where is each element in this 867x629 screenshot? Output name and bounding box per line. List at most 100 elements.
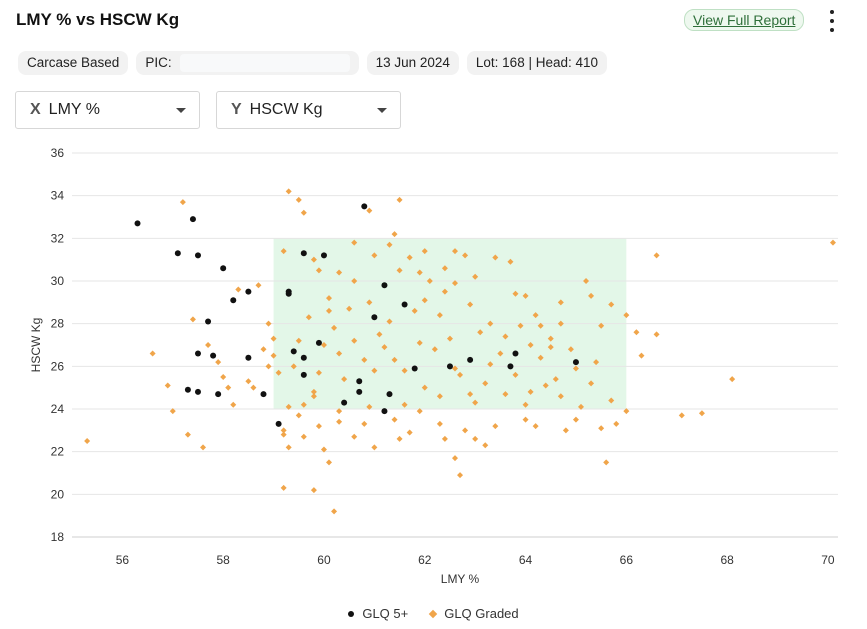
graded-point[interactable] xyxy=(290,363,297,370)
graded-point[interactable] xyxy=(446,335,453,342)
graded-point[interactable] xyxy=(184,431,191,438)
graded-point[interactable] xyxy=(366,207,373,214)
graded-point[interactable] xyxy=(386,318,393,325)
graded-point[interactable] xyxy=(320,446,327,453)
graded-point[interactable] xyxy=(426,278,433,284)
graded-point[interactable] xyxy=(557,299,564,306)
graded-point[interactable] xyxy=(280,484,287,491)
graded-point[interactable] xyxy=(351,433,358,440)
glq5-point[interactable] xyxy=(401,301,408,308)
graded-point[interactable] xyxy=(608,301,615,308)
graded-point[interactable] xyxy=(572,365,579,372)
graded-point[interactable] xyxy=(532,312,539,319)
graded-point[interactable] xyxy=(603,459,610,466)
graded-point[interactable] xyxy=(588,380,595,387)
graded-point[interactable] xyxy=(527,342,534,348)
graded-point[interactable] xyxy=(285,188,292,195)
graded-point[interactable] xyxy=(598,425,605,432)
graded-point[interactable] xyxy=(260,346,267,353)
graded-point[interactable] xyxy=(467,391,474,398)
graded-point[interactable] xyxy=(164,382,171,389)
graded-point[interactable] xyxy=(310,393,317,400)
graded-point[interactable] xyxy=(436,420,443,427)
graded-point[interactable] xyxy=(421,384,428,391)
graded-point[interactable] xyxy=(482,380,489,387)
graded-point[interactable] xyxy=(295,337,302,344)
glq5-point[interactable] xyxy=(285,290,292,297)
graded-point[interactable] xyxy=(547,335,554,342)
graded-point[interactable] xyxy=(280,427,287,434)
graded-point[interactable] xyxy=(436,393,443,400)
glq5-point[interactable] xyxy=(361,203,368,210)
graded-point[interactable] xyxy=(396,435,403,442)
graded-point[interactable] xyxy=(406,429,413,436)
glq5-point[interactable] xyxy=(210,352,217,359)
graded-point[interactable] xyxy=(280,431,287,438)
graded-point[interactable] xyxy=(502,333,509,340)
graded-point[interactable] xyxy=(361,356,368,363)
graded-point[interactable] xyxy=(300,401,307,408)
graded-point[interactable] xyxy=(588,292,595,299)
glq5-point[interactable] xyxy=(512,350,519,357)
graded-point[interactable] xyxy=(366,299,373,306)
graded-point[interactable] xyxy=(310,388,317,395)
glq5-point[interactable] xyxy=(134,220,141,227)
graded-point[interactable] xyxy=(698,410,705,417)
graded-point[interactable] xyxy=(371,252,378,259)
graded-point[interactable] xyxy=(462,427,469,434)
graded-point[interactable] xyxy=(829,239,836,246)
glq5-point[interactable] xyxy=(572,359,579,366)
graded-point[interactable] xyxy=(305,314,312,321)
graded-point[interactable] xyxy=(522,292,529,299)
graded-point[interactable] xyxy=(522,401,529,408)
graded-point[interactable] xyxy=(512,371,519,378)
graded-point[interactable] xyxy=(678,412,685,419)
glq5-point[interactable] xyxy=(320,252,327,259)
graded-point[interactable] xyxy=(310,487,317,494)
graded-point[interactable] xyxy=(381,344,388,351)
graded-point[interactable] xyxy=(472,273,479,280)
graded-point[interactable] xyxy=(492,254,499,261)
glq5-point[interactable] xyxy=(194,350,201,357)
graded-point[interactable] xyxy=(391,356,398,363)
graded-point[interactable] xyxy=(220,374,227,380)
graded-point[interactable] xyxy=(285,403,292,410)
graded-point[interactable] xyxy=(477,329,484,336)
graded-point[interactable] xyxy=(441,265,448,272)
graded-point[interactable] xyxy=(487,361,494,368)
more-vert-icon[interactable] xyxy=(822,10,842,32)
graded-point[interactable] xyxy=(552,376,559,383)
graded-point[interactable] xyxy=(225,384,232,391)
graded-point[interactable] xyxy=(315,267,322,274)
graded-point[interactable] xyxy=(577,403,584,410)
graded-point[interactable] xyxy=(562,427,569,434)
graded-point[interactable] xyxy=(326,295,333,302)
graded-point[interactable] xyxy=(547,344,554,351)
glq5-point[interactable] xyxy=(411,365,418,372)
glq5-point[interactable] xyxy=(341,399,348,406)
graded-point[interactable] xyxy=(401,401,408,408)
view-full-report-link[interactable]: View Full Report xyxy=(684,9,805,31)
graded-point[interactable] xyxy=(361,420,368,427)
graded-point[interactable] xyxy=(265,320,272,327)
graded-point[interactable] xyxy=(542,382,549,389)
graded-point[interactable] xyxy=(270,352,277,359)
graded-point[interactable] xyxy=(613,420,620,427)
graded-point[interactable] xyxy=(572,416,579,423)
graded-point[interactable] xyxy=(623,408,630,415)
graded-point[interactable] xyxy=(250,384,257,391)
x-axis-select[interactable]: X LMY % xyxy=(15,91,200,129)
graded-point[interactable] xyxy=(653,252,660,259)
glq5-point[interactable] xyxy=(467,356,474,363)
graded-point[interactable] xyxy=(416,339,423,346)
graded-point[interactable] xyxy=(275,369,282,376)
graded-point[interactable] xyxy=(326,307,333,314)
glq5-point[interactable] xyxy=(184,386,191,393)
graded-point[interactable] xyxy=(441,288,448,295)
graded-point[interactable] xyxy=(557,320,564,327)
graded-point[interactable] xyxy=(472,399,479,406)
graded-point[interactable] xyxy=(411,307,418,314)
graded-point[interactable] xyxy=(401,367,408,374)
y-axis-select[interactable]: Y HSCW Kg xyxy=(216,91,401,129)
glq5-point[interactable] xyxy=(194,388,201,395)
